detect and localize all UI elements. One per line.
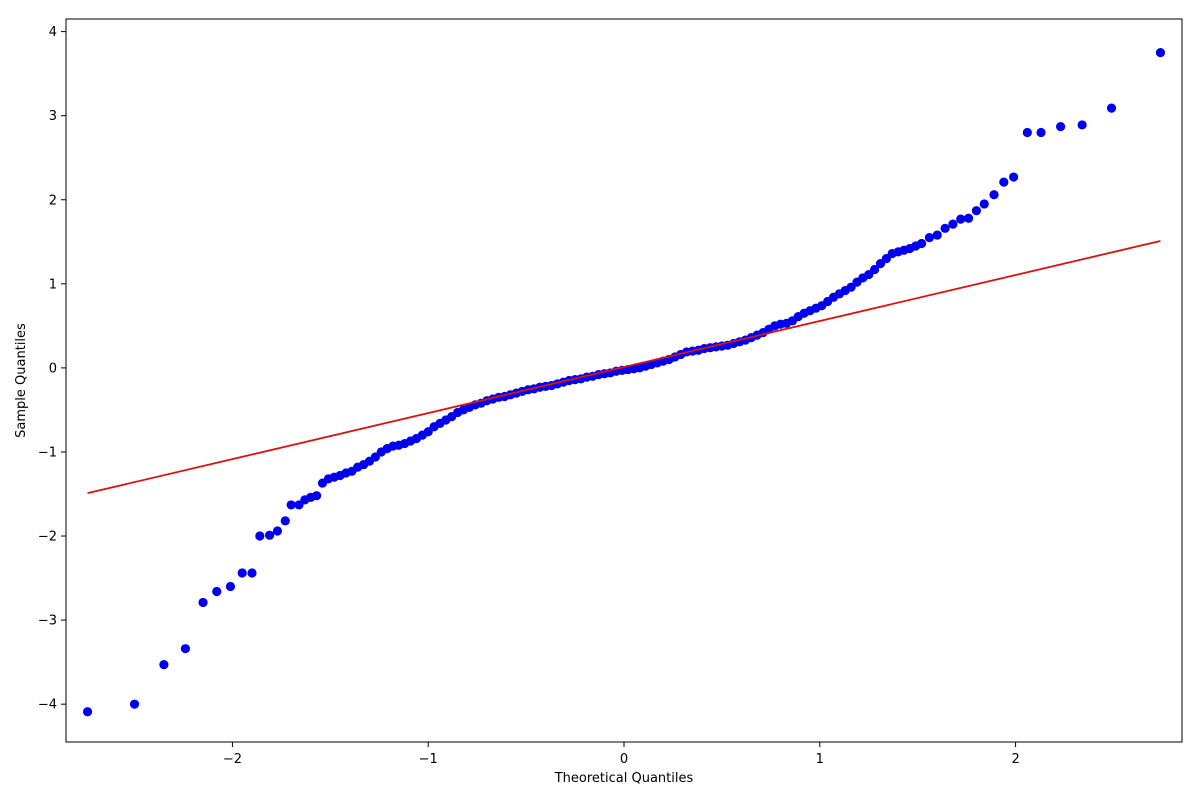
reference-line xyxy=(87,240,1161,495)
data-point xyxy=(198,597,208,608)
y-tick-label: 4 xyxy=(49,25,57,40)
data-point xyxy=(180,644,191,654)
x-tick-label: −2 xyxy=(223,752,242,767)
data-point xyxy=(286,500,296,510)
data-point xyxy=(212,586,222,597)
y-tick-label: 2 xyxy=(49,193,57,208)
plot-frame xyxy=(65,18,1183,743)
data-points-layer xyxy=(82,48,1166,717)
y-tick-label: 3 xyxy=(49,109,57,124)
x-tick-label: 1 xyxy=(816,752,824,767)
data-point xyxy=(159,660,169,670)
data-point xyxy=(1077,120,1087,130)
y-axis-ticks: −4 −3 −2 −1 0 1 2 3 4 xyxy=(38,25,66,713)
data-point xyxy=(1155,48,1166,58)
y-tick-label: −2 xyxy=(38,530,57,545)
data-point xyxy=(940,223,950,233)
y-tick-label: −3 xyxy=(38,614,57,629)
data-point xyxy=(1056,122,1066,132)
data-point xyxy=(129,699,140,709)
x-axis-ticks: −2 −1 0 1 2 xyxy=(223,742,1020,767)
data-point xyxy=(1009,172,1019,182)
y-tick-label: 1 xyxy=(49,277,57,292)
x-tick-label: 2 xyxy=(1011,752,1019,767)
y-tick-label: −4 xyxy=(38,698,57,713)
data-point xyxy=(870,264,880,275)
data-point xyxy=(989,190,999,200)
data-point xyxy=(979,199,989,209)
data-point xyxy=(255,531,265,541)
data-point xyxy=(272,526,283,536)
data-point xyxy=(225,581,236,592)
data-point xyxy=(924,232,935,243)
data-point xyxy=(956,214,966,224)
data-point xyxy=(1106,103,1117,113)
x-axis-label: Theoretical Quantiles xyxy=(554,771,694,786)
y-axis-label: Sample Quantiles xyxy=(14,323,29,438)
data-point xyxy=(971,206,982,216)
data-point xyxy=(312,491,322,501)
data-point xyxy=(82,707,93,717)
data-point xyxy=(265,530,275,540)
data-point xyxy=(948,219,958,229)
x-tick-label: 0 xyxy=(620,752,628,767)
data-point xyxy=(917,238,927,249)
y-tick-label: 0 xyxy=(49,361,57,376)
data-point xyxy=(999,177,1009,187)
data-point xyxy=(932,230,942,240)
data-point xyxy=(1022,127,1032,138)
data-point xyxy=(1036,127,1046,138)
x-tick-label: −1 xyxy=(419,752,438,767)
data-point xyxy=(963,213,974,223)
reference-line-layer xyxy=(87,240,1161,495)
y-tick-label: −1 xyxy=(38,445,57,460)
data-point xyxy=(237,568,247,578)
data-point xyxy=(280,516,290,526)
data-point xyxy=(247,568,257,578)
